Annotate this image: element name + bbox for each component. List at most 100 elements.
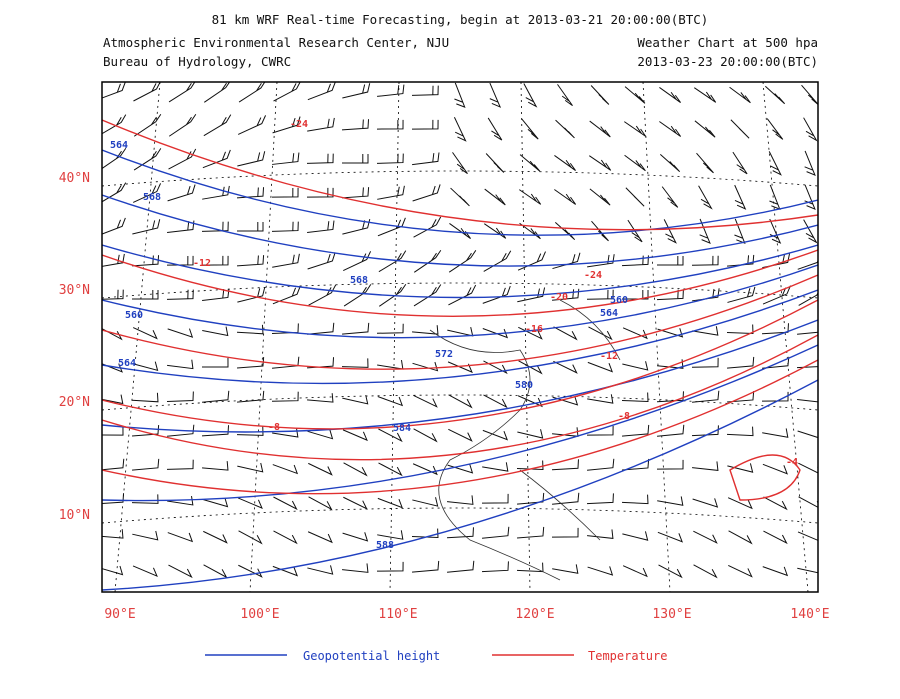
wind-barb: [272, 285, 301, 305]
wind-barb: [307, 220, 335, 234]
wind-barb: [553, 360, 578, 374]
wind-barb: [167, 495, 194, 506]
wind-barb: [489, 82, 502, 108]
wind-barb: [308, 462, 333, 476]
wind-barb: [622, 424, 650, 437]
wind-barb: [237, 115, 267, 135]
wind-barb: [412, 184, 441, 202]
wind-barb: [237, 151, 266, 167]
height-label: 564: [600, 308, 618, 319]
wind-barb: [166, 391, 194, 403]
wind-barb: [586, 289, 614, 300]
wind-barb: [306, 153, 334, 164]
height-label: 564: [118, 358, 136, 369]
wind-barb: [201, 255, 229, 266]
wind-barb: [102, 289, 124, 300]
height-label: 568: [350, 275, 368, 286]
wind-barb: [102, 147, 127, 170]
wind-barb: [587, 254, 615, 268]
wind-barb: [343, 462, 368, 477]
wind-barb: [485, 153, 505, 173]
temperature-label: -20: [550, 292, 568, 303]
height-contour: [102, 344, 818, 502]
wind-barb: [657, 424, 685, 437]
wind-barb: [132, 565, 158, 578]
wind-barb: [237, 497, 263, 510]
wind-barb: [201, 221, 229, 232]
wind-barb: [761, 323, 789, 335]
wind-barb: [625, 187, 645, 207]
wind-barb: [587, 458, 615, 471]
wind-barb: [202, 497, 229, 508]
wind-barb: [131, 494, 159, 504]
temperature-label: -8: [268, 422, 280, 433]
wind-barb: [448, 428, 473, 442]
wind-barb: [483, 250, 512, 272]
wind-barb: [377, 185, 405, 200]
wind-barb: [271, 391, 299, 402]
wind-barb: [727, 254, 755, 267]
temperature-label: -12: [193, 258, 211, 269]
wind-barb: [449, 223, 471, 239]
wind-barb: [656, 255, 684, 266]
wind-barb: [308, 284, 337, 306]
wind-barb: [203, 530, 228, 544]
wind-barb: [307, 531, 333, 544]
temperature-contour: [102, 274, 818, 370]
wind-barb: [272, 356, 300, 369]
wind-barb: [798, 462, 818, 474]
wind-barb: [307, 82, 336, 101]
wind-barb: [482, 526, 510, 539]
wind-barb: [102, 253, 125, 267]
wind-barb: [376, 323, 404, 334]
height-contour: [102, 244, 818, 299]
wind-barb: [797, 430, 818, 439]
wind-barb: [728, 564, 753, 578]
wind-barb: [691, 255, 719, 266]
wind-barb: [412, 152, 440, 166]
wind-barb: [768, 151, 782, 176]
wind-barb: [516, 460, 544, 471]
header-left: Atmospheric Environmental Research Cente…: [103, 35, 449, 50]
temperature-contour: [102, 359, 818, 495]
temperature-label: -12: [600, 351, 618, 362]
wind-barb: [727, 286, 756, 303]
wind-barb: [726, 324, 754, 335]
wind-barb: [236, 221, 264, 232]
wind-barb: [656, 459, 684, 470]
wind-barb: [587, 394, 614, 404]
wind-barb: [412, 497, 439, 507]
graticule: [114, 82, 161, 592]
wind-barb: [557, 84, 573, 107]
wind-barb: [237, 390, 265, 403]
wind-barb: [306, 187, 334, 198]
wind-barb: [342, 83, 371, 99]
wind-barb: [763, 530, 788, 545]
wind-barb: [448, 250, 477, 273]
coastline: [429, 299, 621, 581]
wind-barb: [765, 85, 786, 105]
wind-barb: [166, 459, 194, 470]
wind-barb: [766, 118, 784, 140]
longitude-label: 110°E: [378, 607, 417, 622]
wind-barb: [663, 219, 677, 244]
wind-barb: [307, 393, 334, 403]
wind-barb: [201, 358, 229, 368]
wind-barb: [271, 323, 299, 335]
wind-barb: [587, 529, 614, 539]
map-frame: [101, 81, 819, 593]
wind-barb: [202, 185, 230, 200]
wind-barb: [763, 496, 788, 511]
wind-barb: [132, 327, 158, 340]
wind-barb: [413, 394, 438, 408]
wind-barb: [412, 325, 439, 335]
wind-barb: [761, 391, 789, 402]
wind-barb: [587, 566, 614, 576]
wind-barb: [450, 187, 470, 207]
wind-barb: [168, 148, 197, 170]
wind-barb: [659, 153, 681, 173]
wind-barb: [341, 187, 370, 199]
temperature-contour: [102, 119, 818, 231]
wind-barb: [658, 564, 683, 579]
wind-barb: [131, 255, 160, 267]
